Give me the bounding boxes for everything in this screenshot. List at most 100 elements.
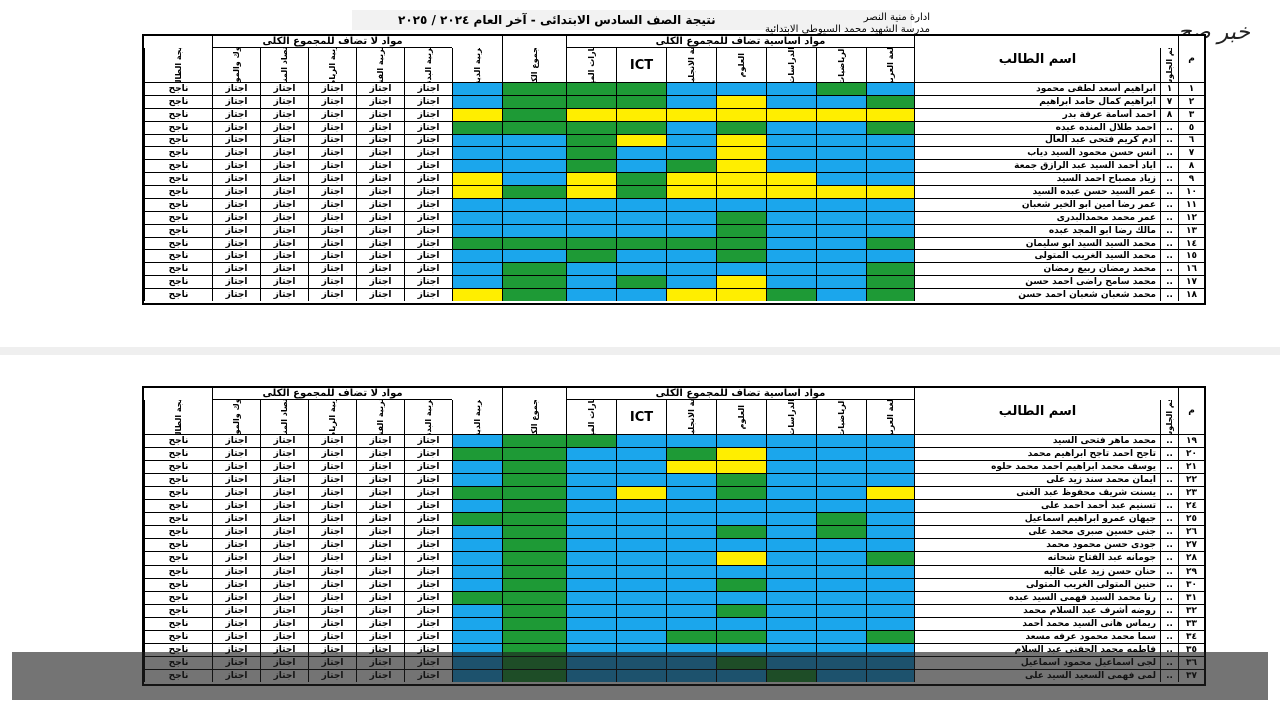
grade-cell: اجتاز <box>356 289 404 301</box>
grade-cell: اجتاز <box>260 108 308 121</box>
subject-cell-social <box>766 186 816 198</box>
header-behavior: السلوك والمواظبة <box>212 400 260 434</box>
student-name: حنين المتولى الغريب المتولى <box>914 578 1160 591</box>
subject-cell-art <box>566 539 616 552</box>
student-name: محمد سامح راضى احمد حسن <box>914 276 1160 289</box>
grade-cell: اجتاز <box>212 487 260 500</box>
row-number: ٩ <box>1178 173 1204 186</box>
student-name: محمد رمضان ربيع رمضان <box>914 263 1160 276</box>
table-row: ناجح اجتاز اجتاز اجتاز اجتاز اجتاز انس حسن محم… <box>144 146 1204 160</box>
subject-cell-ict <box>616 211 666 224</box>
student-name: عمر السيد حسن عبده السيد <box>914 186 1160 198</box>
subject-cell-religion <box>452 108 502 121</box>
subject-cell-ict <box>616 83 666 95</box>
subject-cell-ict <box>616 276 666 289</box>
row-number: ١ <box>1178 83 1204 95</box>
subject-cell-total <box>502 565 566 578</box>
row-number: ٢٢ <box>1178 474 1204 487</box>
subject-cell-ict <box>616 263 666 276</box>
header-art: المهارات المهنية <box>566 400 616 434</box>
subject-cell-english <box>666 448 716 461</box>
subject-cell-math <box>816 526 866 539</box>
subject-cell-english <box>666 487 716 500</box>
subject-cell-total <box>502 630 566 643</box>
table-header: نتيجة الطالبالسلوك والمواظبةالاقتصاد الم… <box>144 36 1204 82</box>
student-name: جيهان عمرو ابراهيم اسماعيل <box>914 513 1160 526</box>
result-cell: ناجح <box>144 617 212 630</box>
seat-number: ٧ <box>1160 95 1178 108</box>
seat-number: .. <box>1160 513 1178 526</box>
subject-cell-arabic <box>866 565 914 578</box>
grade-cell: اجتاز <box>356 211 404 224</box>
subject-cell-religion <box>452 95 502 108</box>
subject-cell-total <box>502 198 566 211</box>
subject-cell-science <box>716 461 766 474</box>
row-number: ٢١ <box>1178 461 1204 474</box>
subject-cell-ict <box>616 617 666 630</box>
subject-cell-art <box>566 617 616 630</box>
subject-cell-art <box>566 448 616 461</box>
subject-cell-ict <box>616 147 666 160</box>
subject-cell-religion <box>452 147 502 160</box>
grade-cell: اجتاز <box>308 263 356 276</box>
grade-cell: اجتاز <box>404 121 452 134</box>
subject-cell-social <box>766 487 816 500</box>
subject-cell-science <box>716 198 766 211</box>
subject-cell-ict <box>616 513 666 526</box>
subject-cell-science <box>716 591 766 604</box>
subject-cell-science <box>716 147 766 160</box>
subject-cell-science <box>716 83 766 95</box>
row-number: ٢٣ <box>1178 487 1204 500</box>
student-name: ابراهيم كمال حامد ابراهيم <box>914 95 1160 108</box>
grade-cell: اجتاز <box>404 198 452 211</box>
grade-cell: اجتاز <box>404 487 452 500</box>
subject-cell-religion <box>452 474 502 487</box>
subject-cell-math <box>816 83 866 95</box>
grade-cell: اجتاز <box>308 552 356 565</box>
subject-cell-math <box>816 186 866 198</box>
subject-cell-social <box>766 198 816 211</box>
subject-cell-social <box>766 160 816 173</box>
seat-number: .. <box>1160 289 1178 301</box>
subject-cell-art <box>566 487 616 500</box>
seat-number: .. <box>1160 276 1178 289</box>
subject-cell-religion <box>452 448 502 461</box>
row-number: ٣١ <box>1178 591 1204 604</box>
grade-cell: اجتاز <box>308 513 356 526</box>
subject-cell-religion <box>452 630 502 643</box>
subject-cell-science <box>716 435 766 448</box>
grade-cell: اجتاز <box>308 224 356 237</box>
subject-cell-religion <box>452 173 502 186</box>
grade-cell: اجتاز <box>356 500 404 513</box>
grade-cell: اجتاز <box>212 565 260 578</box>
table-row: ناجح اجتاز اجتاز اجتاز اجتاز اجتاز جنى حسين صب… <box>144 525 1204 539</box>
student-name: سما محمد محمود عرفه مسعد <box>914 630 1160 643</box>
subject-cell-art <box>566 591 616 604</box>
grade-cell: اجتاز <box>404 513 452 526</box>
student-name: رنا محمد السيد فهمى السيد عبده <box>914 591 1160 604</box>
subject-cell-arabic <box>866 474 914 487</box>
subject-cell-religion <box>452 224 502 237</box>
subject-cell-english <box>666 289 716 301</box>
subject-cell-religion <box>452 250 502 263</box>
row-number: ٧ <box>1178 147 1204 160</box>
grade-cell: اجتاز <box>308 435 356 448</box>
subject-cell-ict <box>616 526 666 539</box>
subject-cell-science <box>716 578 766 591</box>
grade-cell: اجتاز <box>356 604 404 617</box>
subject-cell-social <box>766 552 816 565</box>
subject-cell-total <box>502 500 566 513</box>
grade-cell: اجتاز <box>212 211 260 224</box>
subject-cell-arabic <box>866 83 914 95</box>
subject-cell-social <box>766 539 816 552</box>
subject-cell-social <box>766 147 816 160</box>
subject-cell-art <box>566 474 616 487</box>
grade-cell: اجتاز <box>356 617 404 630</box>
seat-number: .. <box>1160 250 1178 263</box>
grade-cell: اجتاز <box>212 160 260 173</box>
header-result: نتيجة الطالب <box>144 48 212 82</box>
grade-cell: اجتاز <box>308 276 356 289</box>
grade-cell: اجتاز <box>404 186 452 198</box>
grade-cell: اجتاز <box>404 552 452 565</box>
subject-cell-religion <box>452 565 502 578</box>
